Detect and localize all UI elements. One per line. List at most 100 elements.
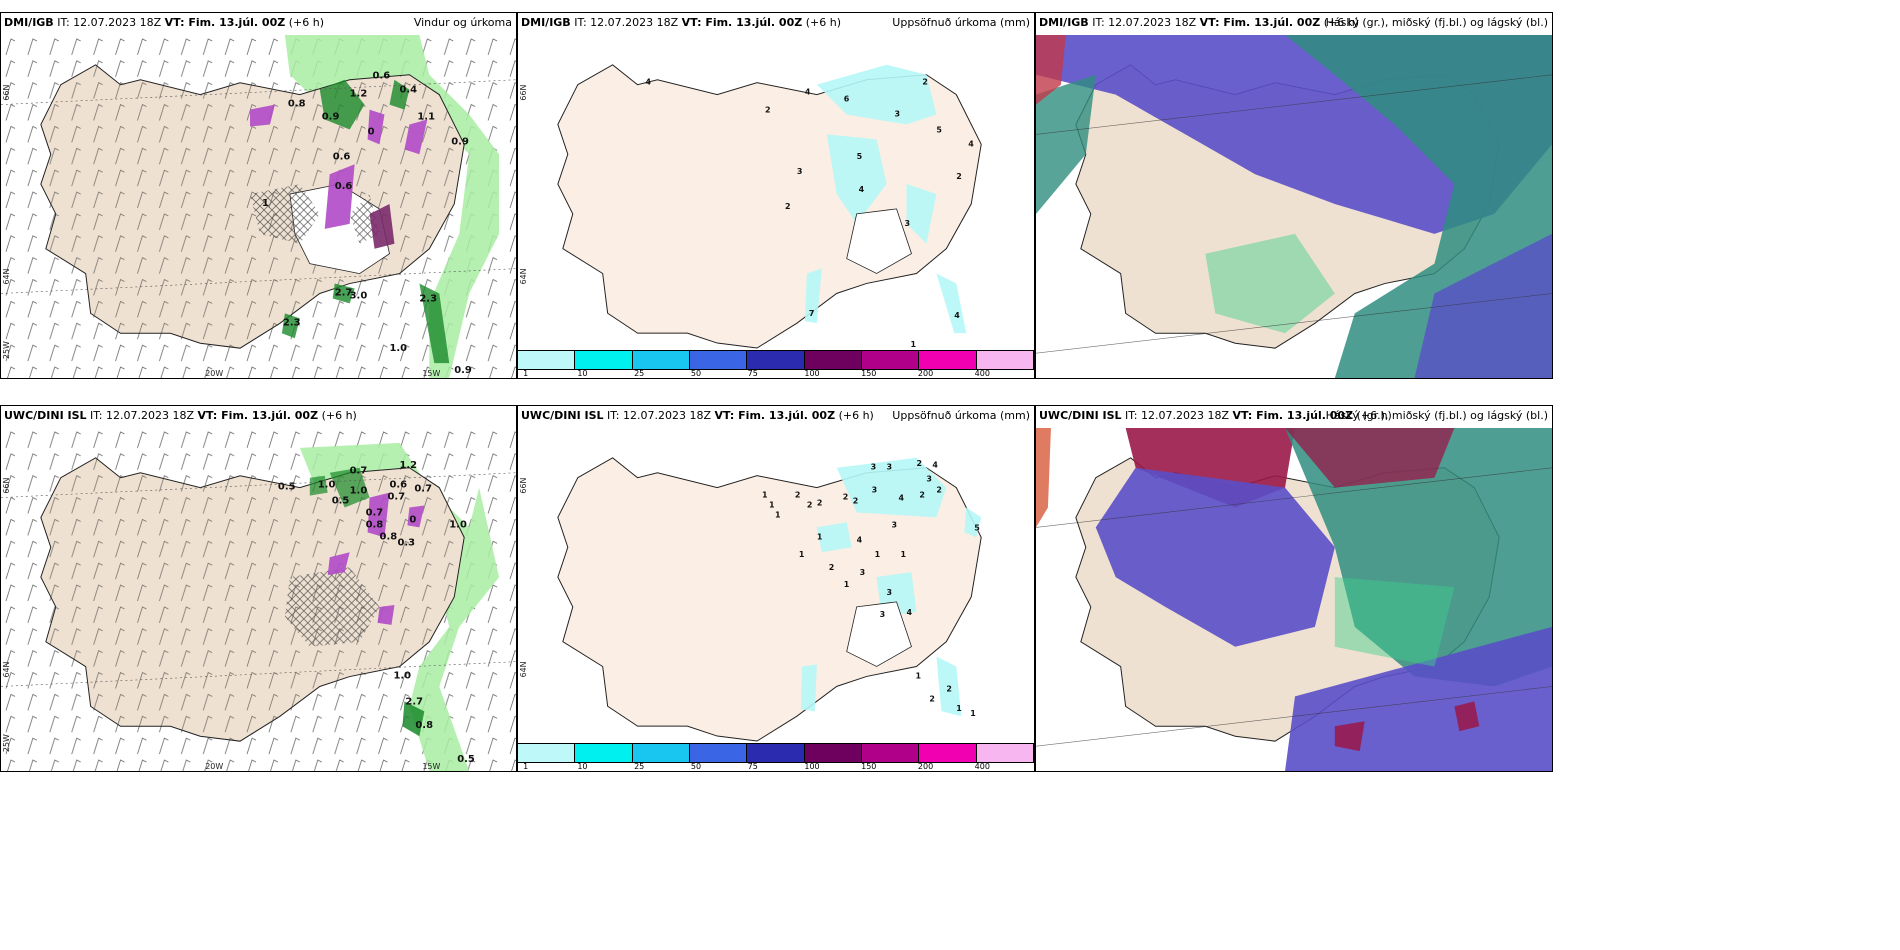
lat-label: 66N (2, 478, 11, 494)
colorbar-swatch (632, 351, 690, 369)
colorbar-swatch (689, 351, 748, 369)
colorbar-swatch (976, 744, 1034, 762)
lon-label: 25W (2, 341, 11, 359)
colorbar-ticks: 1 10 25 50 75 100 150 200 400 (518, 369, 1034, 378)
value-label: 4 (646, 78, 652, 87)
value-label: 0.7 (414, 484, 432, 495)
colorbar-tick: 75 (747, 762, 758, 771)
init-time: IT: 12.07.2023 18Z (90, 409, 195, 422)
colorbar-tick: 25 (634, 762, 645, 771)
value-label: 2.7 (335, 287, 353, 298)
precip-area (816, 64, 937, 125)
colorbar-swatch (747, 744, 805, 762)
model-name: DMI/IGB (1039, 16, 1089, 29)
value-label: 3 (887, 463, 893, 472)
model-name: UWC/DINI ISL (521, 409, 604, 422)
panel-title: Uppsöfnuð úrkoma (mm) (892, 16, 1030, 29)
colorbar-swatch (919, 351, 977, 369)
value-label: 0.6 (373, 71, 391, 82)
value-label: 0.9 (322, 112, 340, 123)
value-label: 2 (936, 486, 942, 495)
colorbar-tick: 400 (974, 762, 990, 771)
colorbar-swatch (518, 744, 576, 762)
colorbar-tick: 1 (523, 369, 529, 378)
panel-header: DMI/IGB IT: 12.07.2023 18Z VT: Fim. 13.j… (518, 13, 1034, 33)
value-label: 1.0 (318, 480, 336, 491)
panel-accum-precip-dmi: DMI/IGB IT: 12.07.2023 18Z VT: Fim. 13.j… (517, 12, 1035, 379)
colorbar-tick: 75 (747, 369, 758, 378)
value-label: 4 (968, 139, 974, 148)
valid-time: VT: Fim. 13.júl. 00Z (714, 409, 836, 422)
value-label: 1.2 (350, 89, 368, 100)
value-label: 0.8 (288, 99, 306, 110)
value-label: 0 (409, 514, 416, 525)
panel-header: UWC/DINI ISL IT: 12.07.2023 18Z VT: Fim.… (518, 406, 1034, 426)
wind-precip-map: 0.7 1.2 0.5 1.0 1.0 0.6 0.7 0.5 0.7 0.7 … (1, 428, 516, 771)
value-label: 2 (956, 172, 962, 181)
colorbar-swatch (575, 351, 633, 369)
value-label: 1.0 (350, 486, 368, 497)
init-time: IT: 12.07.2023 18Z (607, 409, 712, 422)
value-label: 4 (954, 311, 960, 320)
value-label: 0.6 (335, 181, 353, 192)
value-label: 3 (872, 486, 878, 495)
value-label: 3 (871, 463, 877, 472)
value-label: 2.3 (419, 293, 437, 304)
colorbar-tick: 50 (690, 369, 702, 378)
low-cloud (1205, 233, 1335, 334)
value-label: 3 (797, 167, 803, 176)
valid-time: VT: Fim. 13.júl. 00Z (197, 409, 319, 422)
value-label: 1 (762, 491, 768, 500)
colorbar-tick: 100 (804, 762, 820, 771)
model-name: DMI/IGB (521, 16, 571, 29)
panel-title: Háský (gr.), miðský (fj.bl.) og lágský (… (1325, 16, 1548, 29)
map-area: 1 1 1 2 2 2 3 3 3 2 2 2 3 4 2 2 4 5 1 1 … (518, 428, 1034, 743)
value-label: 2 (946, 684, 952, 693)
panel-header: DMI/IGB IT: 12.07.2023 18Z VT: Fim. 13.j… (1, 13, 516, 33)
lat-label: 66N (519, 85, 528, 101)
colorbar-swatch (747, 351, 805, 369)
value-label: 1 (817, 532, 823, 541)
value-label: 2 (785, 202, 791, 211)
hatched-area (284, 567, 380, 647)
init-time: IT: 12.07.2023 18Z (57, 16, 162, 29)
colorbar-tick: 1 (523, 762, 529, 771)
colorbar-swatch (518, 351, 576, 369)
colorbar-swatch (861, 744, 920, 762)
graticule (1036, 74, 1552, 354)
lon-label: 15W (422, 369, 440, 378)
mid-cloud (1095, 467, 1335, 647)
lon-label: 25W (2, 734, 11, 752)
value-label: 1 (956, 704, 962, 713)
map-area: 0.6 1.2 0.4 0.8 0.9 1.1 0 0.9 0.6 0.6 1 … (1, 35, 516, 378)
colorbar: 1 10 25 50 75 100 150 200 400 (518, 743, 1034, 771)
lat-label: 66N (2, 85, 11, 101)
value-label: 4 (906, 608, 912, 617)
panel-wind-precip-dmi: DMI/IGB IT: 12.07.2023 18Z VT: Fim. 13.j… (0, 12, 517, 379)
value-label: 0.5 (457, 754, 475, 765)
lead-time: (+6 h) (838, 409, 874, 422)
value-label: 0.7 (387, 492, 405, 503)
iceland-land (557, 457, 982, 742)
lon-label: 20W (205, 762, 223, 771)
graticule (1, 79, 516, 294)
init-time: IT: 12.07.2023 18Z (574, 16, 679, 29)
model-name: DMI/IGB (4, 16, 54, 29)
map-area (1036, 35, 1552, 378)
lat-label: 64N (519, 661, 528, 677)
colorbar-swatch (861, 351, 920, 369)
colorbar-tick: 50 (690, 762, 702, 771)
panel-wind-precip-uwc: UWC/DINI ISL IT: 12.07.2023 18Z VT: Fim.… (0, 405, 517, 772)
value-label: 4 (899, 494, 905, 503)
colorbar-swatches (518, 350, 1034, 370)
value-label: 2.3 (283, 317, 301, 328)
value-label: 2 (829, 563, 835, 572)
colorbar-swatch (804, 744, 862, 762)
value-label: 4 (805, 88, 811, 97)
value-label: 0.8 (366, 519, 384, 530)
panel-clouds-dmi: DMI/IGB IT: 12.07.2023 18Z VT: Fim. 13.j… (1035, 12, 1553, 379)
value-label: 3 (895, 109, 901, 118)
value-label: 5 (936, 125, 942, 134)
lat-label: 66N (519, 478, 528, 494)
lat-label: 64N (2, 268, 11, 284)
